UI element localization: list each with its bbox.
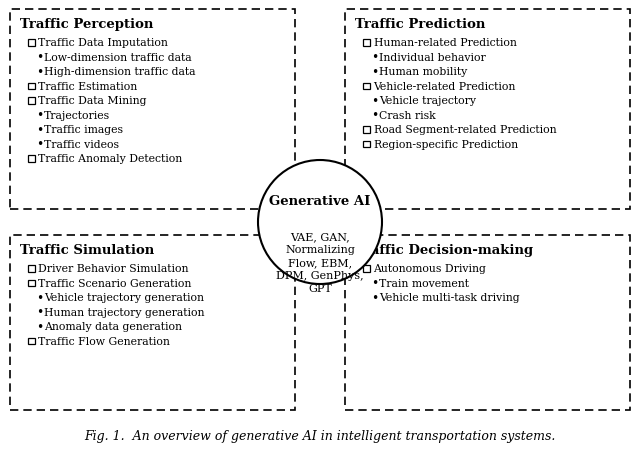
Text: Human trajectory generation: Human trajectory generation (44, 307, 205, 317)
Text: •: • (371, 66, 378, 79)
Text: High-dimension traffic data: High-dimension traffic data (44, 67, 195, 77)
Bar (363, 40, 369, 46)
Text: Individual behavior: Individual behavior (379, 53, 486, 63)
Text: Generative AI: Generative AI (269, 194, 371, 207)
Text: •: • (36, 66, 44, 79)
Text: Vehicle trajectory: Vehicle trajectory (379, 96, 476, 106)
Bar (28, 280, 35, 286)
Text: •: • (36, 291, 44, 304)
Text: Vehicle multi-task driving: Vehicle multi-task driving (379, 293, 520, 303)
Text: •: • (371, 291, 378, 304)
Text: Road Segment-related Prediction: Road Segment-related Prediction (374, 125, 556, 135)
Text: Vehicle-related Prediction: Vehicle-related Prediction (374, 81, 516, 91)
Text: •: • (371, 277, 378, 290)
Text: Traffic Prediction: Traffic Prediction (355, 18, 485, 31)
Text: Traffic Flow Generation: Traffic Flow Generation (38, 336, 170, 346)
Text: •: • (371, 109, 378, 122)
Bar (363, 265, 369, 272)
Text: Traffic Decision-making: Traffic Decision-making (355, 243, 533, 257)
Text: Low-dimension traffic data: Low-dimension traffic data (44, 53, 191, 63)
Text: •: • (36, 51, 44, 64)
Text: •: • (371, 95, 378, 107)
Text: •: • (36, 138, 44, 151)
Text: Driver Behavior Simulation: Driver Behavior Simulation (38, 263, 189, 273)
Text: Traffic Data Mining: Traffic Data Mining (38, 96, 147, 106)
Bar (28, 98, 35, 104)
Text: Traffic Perception: Traffic Perception (20, 18, 154, 31)
Text: Traffic Anomaly Detection: Traffic Anomaly Detection (38, 154, 183, 164)
Text: Fig. 1.  An overview of generative AI in intelligent transportation systems.: Fig. 1. An overview of generative AI in … (84, 429, 556, 442)
Bar (10, 236, 295, 410)
Bar (28, 265, 35, 272)
Text: •: • (371, 51, 378, 64)
Text: Traffic Estimation: Traffic Estimation (38, 81, 138, 91)
Text: Train movement: Train movement (379, 278, 469, 288)
Circle shape (258, 161, 382, 284)
Bar (345, 10, 630, 210)
Bar (363, 127, 369, 133)
Text: Traffic Scenario Generation: Traffic Scenario Generation (38, 278, 192, 288)
Text: Human-related Prediction: Human-related Prediction (374, 38, 516, 48)
Bar (28, 40, 35, 46)
Text: Traffic Simulation: Traffic Simulation (20, 243, 154, 257)
Text: VAE, GAN,
Normalizing
Flow, EBM,
DPM, GenPhys,
GPT: VAE, GAN, Normalizing Flow, EBM, DPM, Ge… (276, 232, 364, 293)
Bar (28, 156, 35, 162)
Text: Human mobility: Human mobility (379, 67, 467, 77)
Bar (10, 10, 295, 210)
Text: •: • (36, 109, 44, 122)
Text: Region-specific Prediction: Region-specific Prediction (374, 139, 518, 149)
Text: •: • (36, 306, 44, 318)
Bar (363, 141, 369, 148)
Text: Crash risk: Crash risk (379, 111, 436, 121)
Text: Traffic videos: Traffic videos (44, 139, 119, 149)
Text: Traffic Data Imputation: Traffic Data Imputation (38, 38, 168, 48)
Bar (363, 83, 369, 90)
Text: Trajectories: Trajectories (44, 111, 110, 121)
Text: Autonomous Driving: Autonomous Driving (374, 263, 486, 273)
Text: •: • (36, 320, 44, 333)
Bar (28, 338, 35, 344)
Text: Vehicle trajectory generation: Vehicle trajectory generation (44, 293, 204, 303)
Text: Traffic images: Traffic images (44, 125, 123, 135)
Bar (345, 236, 630, 410)
Bar (28, 83, 35, 90)
Text: •: • (36, 123, 44, 136)
Text: Anomaly data generation: Anomaly data generation (44, 322, 182, 332)
